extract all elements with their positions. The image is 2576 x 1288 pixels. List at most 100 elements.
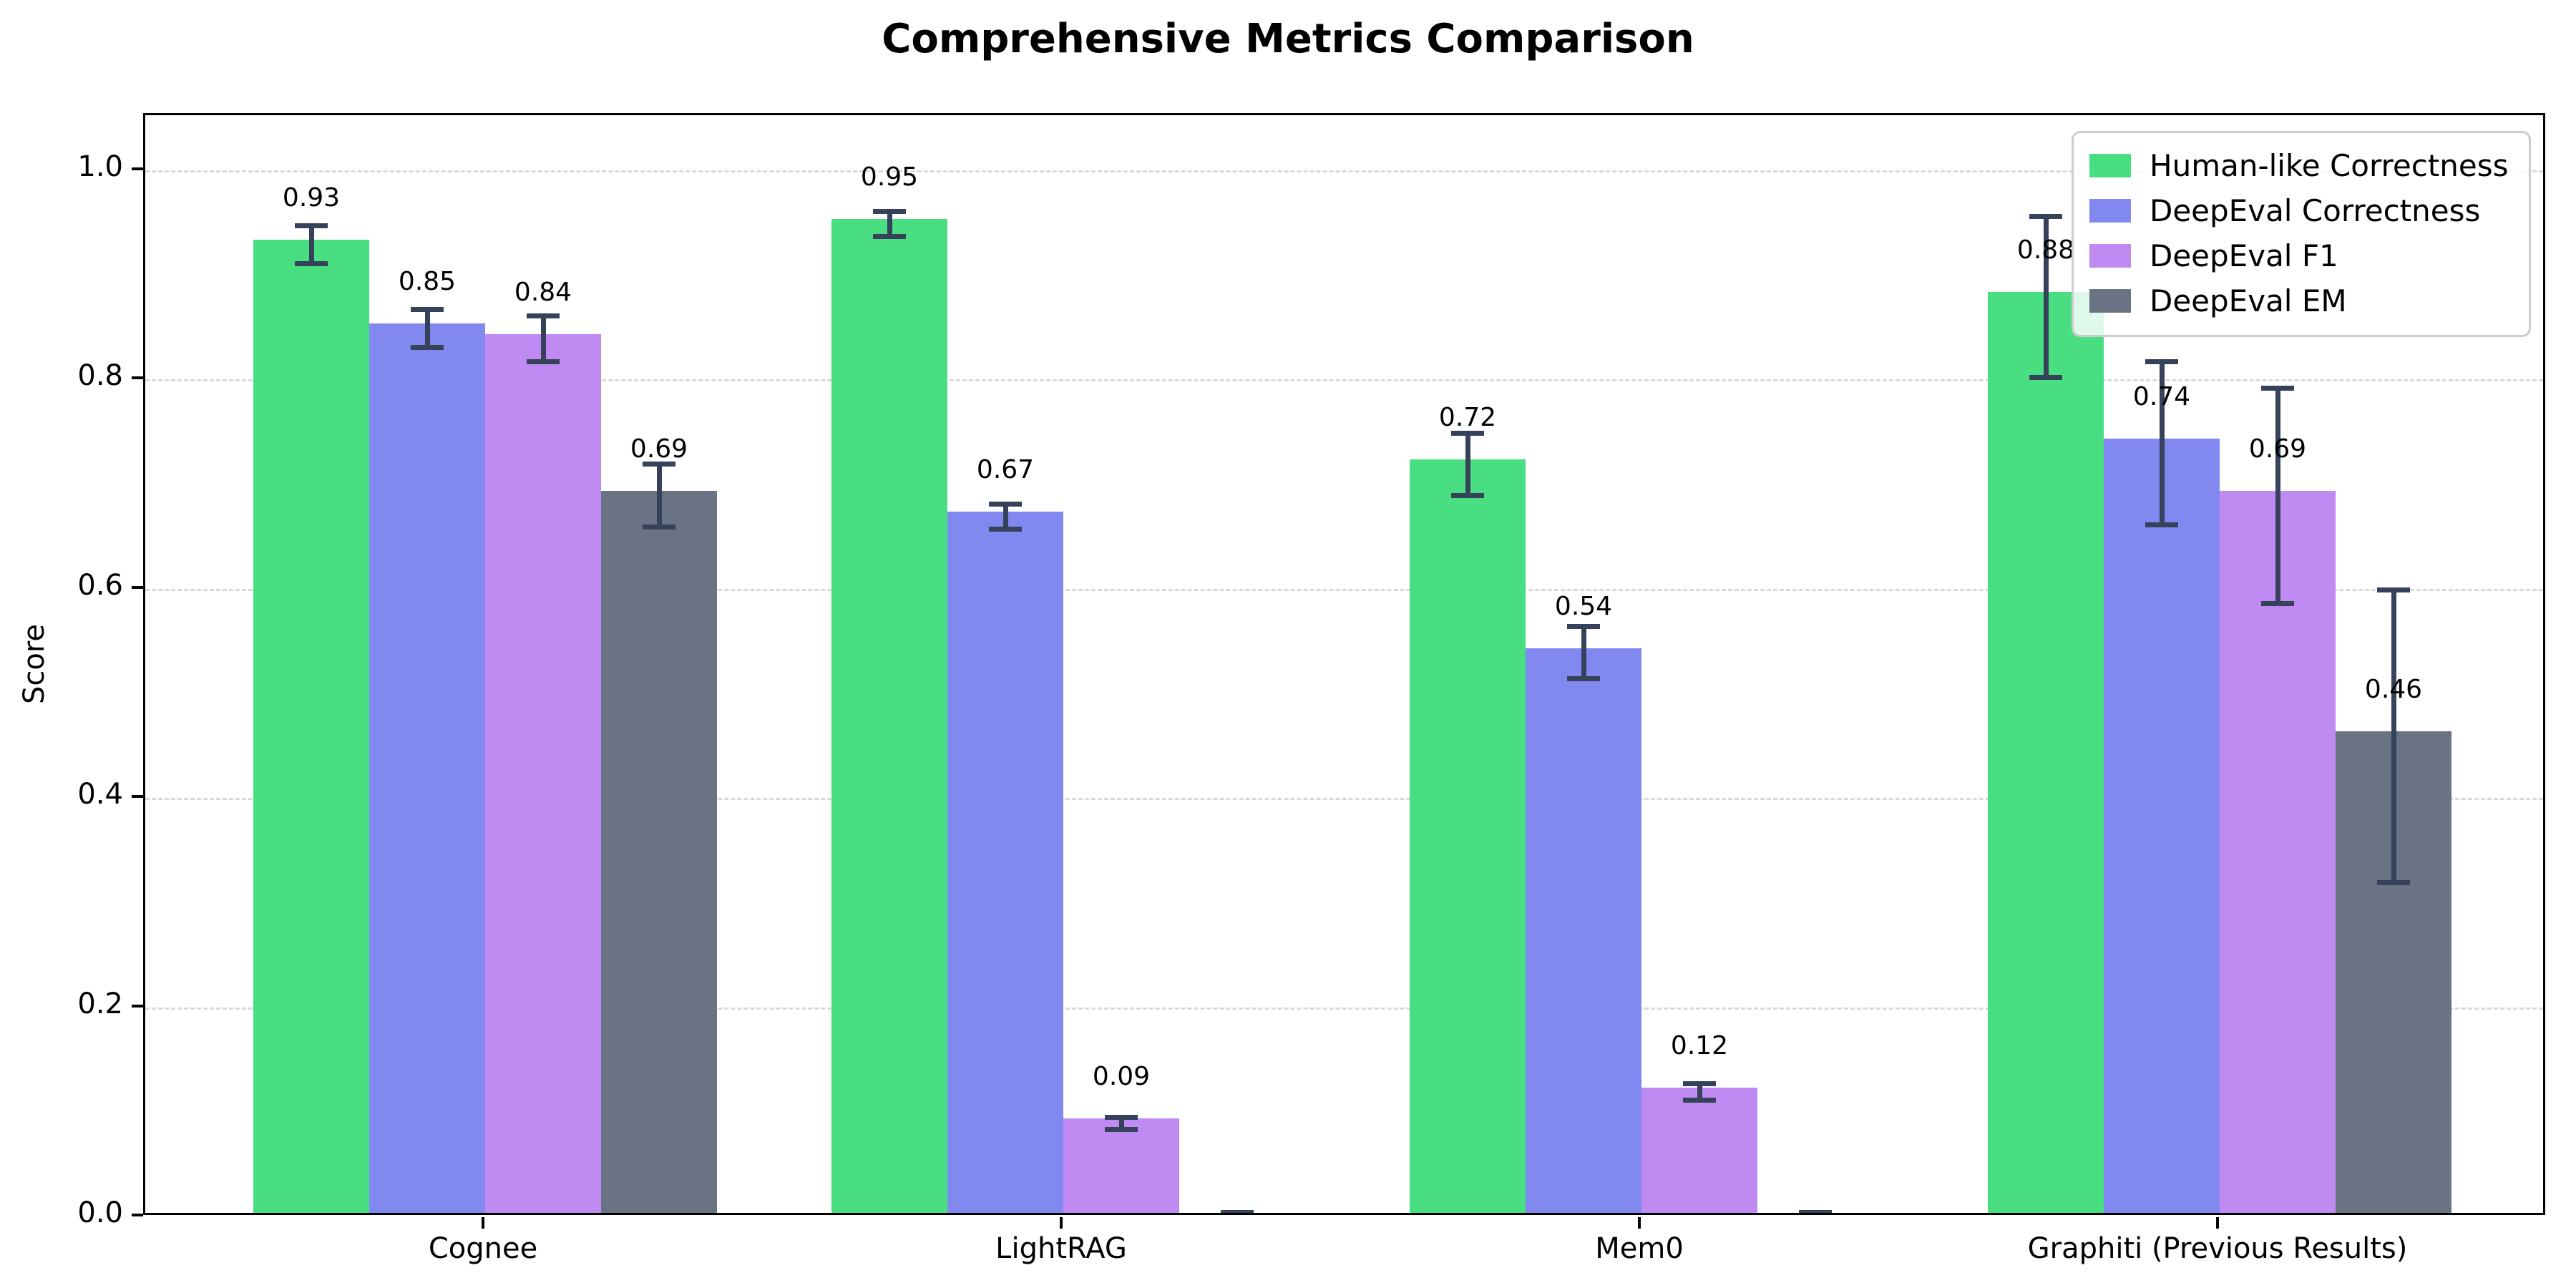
bar-deepeval-correctness [1526, 648, 1641, 1213]
error-bar-cap [1567, 623, 1600, 629]
x-tick-label-mem0: Mem0 [1595, 1232, 1684, 1265]
bar-value-label: 0.12 [1670, 1030, 1729, 1060]
error-bar-cap [989, 527, 1022, 532]
bar-deepeval-f1 [1641, 1087, 1757, 1213]
bar-value-label: 0.69 [630, 434, 688, 464]
x-tick-label-cognee: Cognee [428, 1232, 538, 1265]
bar-deepeval-f1 [2220, 491, 2336, 1213]
error-bar [2391, 589, 2396, 883]
gridline [145, 379, 2543, 382]
error-bar [2043, 215, 2049, 377]
error-bar-cap [2029, 375, 2062, 380]
error-bar-cap [1683, 1098, 1716, 1103]
gridline [145, 1007, 2543, 1010]
y-tick-mark [132, 795, 143, 799]
legend-label: DeepEval F1 [2150, 238, 2338, 273]
y-tick-mark [132, 376, 143, 380]
bar-value-label: 0.93 [282, 183, 341, 213]
error-bar-cap [411, 344, 444, 350]
bar-value-label: 0.85 [398, 267, 457, 297]
bar-deepeval-correctness [2104, 439, 2220, 1213]
bar-value-label: 0.74 [2132, 382, 2191, 412]
error-bar [540, 315, 546, 362]
error-bar-cap [1105, 1114, 1138, 1120]
gridline [145, 798, 2543, 801]
error-bar [2159, 361, 2165, 525]
error-bar-cap [1451, 493, 1484, 499]
x-tick-mark [2216, 1217, 2219, 1229]
error-bar-cap [2029, 213, 2062, 219]
x-tick-mark [482, 1217, 484, 1229]
error-bar-cap [1105, 1127, 1138, 1133]
error-bar-cap [1451, 430, 1484, 436]
legend-item: DeepEval Correctness [2089, 188, 2514, 233]
error-bar-cap [1683, 1080, 1716, 1086]
bar-deepeval-f1 [485, 333, 601, 1213]
y-tick-label: 0.6 [77, 568, 123, 602]
bar-deepeval-f1 [1063, 1118, 1179, 1213]
y-tick-label: 1.0 [77, 150, 123, 183]
error-bar [887, 210, 892, 236]
error-bar-cap [2261, 600, 2294, 606]
y-tick-mark [132, 585, 143, 589]
error-bar-cap [873, 208, 906, 214]
error-bar-cap [643, 462, 675, 467]
bar-human-like-correctness [253, 240, 369, 1213]
bar-value-label: 0.69 [2248, 434, 2307, 464]
error-bar-cap [2145, 359, 2178, 365]
gridline [145, 588, 2543, 591]
legend: Human-like Correctness DeepEval Correctne… [2072, 131, 2531, 337]
bar-human-like-correctness [1410, 459, 1526, 1213]
bar-value-label: 0.67 [976, 455, 1035, 485]
error-bar-cap [2377, 587, 2410, 592]
error-bar [1581, 625, 1586, 679]
error-bar-cap [1799, 1209, 1832, 1213]
error-bar [1465, 432, 1470, 496]
y-tick-label: 0.8 [77, 359, 123, 393]
error-bar-cap [2261, 385, 2294, 391]
x-tick-label-graphiti-previous-results-: Graphiti (Previous Results) [2027, 1232, 2408, 1265]
bar-value-label: 0.84 [514, 277, 572, 307]
legend-label: DeepEval Correctness [2150, 193, 2481, 228]
legend-swatch-icon [2089, 289, 2131, 313]
bar-value-label: 0.72 [1438, 403, 1497, 433]
error-bar-cap [2145, 522, 2178, 528]
error-bar [656, 464, 662, 527]
bar-value-label: 0.95 [860, 162, 919, 192]
error-bar [1118, 1116, 1124, 1130]
error-bar [2275, 387, 2280, 603]
legend-swatch-icon [2089, 199, 2131, 223]
error-bar [424, 308, 430, 347]
bar-value-label: 0.54 [1554, 591, 1613, 621]
bar-value-label: 0.46 [2364, 675, 2423, 705]
x-tick-mark [1638, 1217, 1641, 1229]
bar-human-like-correctness [831, 219, 947, 1213]
error-bar-cap [1567, 676, 1600, 682]
bar-value-label: 0.88 [2016, 235, 2075, 265]
error-bar [308, 225, 314, 263]
y-tick-mark [132, 1004, 143, 1008]
error-bar-cap [411, 306, 444, 312]
error-bar-cap [527, 359, 560, 365]
error-bar-cap [989, 501, 1022, 507]
bar-deepeval-em [601, 491, 717, 1213]
error-bar-cap [643, 525, 675, 530]
legend-swatch-icon [2089, 244, 2131, 268]
bar-deepeval-correctness [369, 323, 485, 1213]
bar-deepeval-correctness [947, 512, 1063, 1213]
legend-swatch-icon [2089, 154, 2131, 177]
y-tick-label: 0.0 [77, 1196, 123, 1229]
bar-value-label: 0.09 [1092, 1062, 1151, 1092]
x-tick-label-lightrag: LightRAG [995, 1232, 1127, 1265]
y-tick-label: 0.4 [77, 778, 123, 811]
y-tick-mark [132, 1214, 143, 1216]
error-bar-cap [1221, 1209, 1254, 1213]
legend-item: Human-like Correctness [2089, 143, 2514, 188]
y-tick-mark [132, 167, 143, 170]
legend-item: DeepEval F1 [2089, 233, 2514, 278]
legend-item: DeepEval EM [2089, 278, 2514, 323]
error-bar-cap [2377, 880, 2410, 886]
chart-title: Comprehensive Metrics Comparison [882, 16, 1694, 62]
error-bar-cap [527, 313, 560, 318]
error-bar [1002, 503, 1008, 529]
